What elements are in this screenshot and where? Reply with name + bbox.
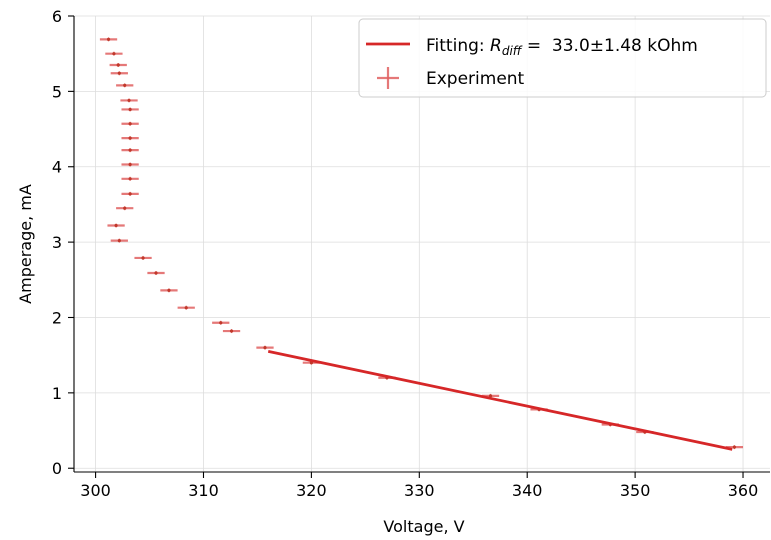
y-tick-label: 4 [52,158,62,177]
y-tick-label: 0 [52,459,62,478]
y-tick-label: 1 [52,384,62,403]
experiment-point [121,176,139,181]
y-tick-label: 5 [52,82,62,101]
y-tick-label: 2 [52,308,62,327]
legend-experiment-swatch [377,67,399,89]
experiment-point [121,162,139,167]
experiment-point [160,288,178,293]
experiment-point [212,320,230,325]
experiment-point [110,71,128,76]
experiment-point [110,238,128,243]
x-tick-label: 330 [404,481,435,500]
experiment-point [116,83,134,88]
experiment-point [256,345,274,350]
experiment-point [725,445,744,450]
ticks: 300 310 320 330 340 350 360 0 1 2 3 4 5 6 [52,7,758,500]
experiment-point [147,271,165,276]
experiment-point [177,305,195,310]
experiment-point [121,148,139,153]
y-tick-label: 3 [52,233,62,252]
experiment-point [134,255,152,260]
x-tick-label: 320 [296,481,327,500]
experiment-point [116,206,134,211]
experiment-point [121,191,139,196]
legend-box [358,18,767,98]
experiment-point [120,98,138,103]
experiment-point [99,37,118,42]
x-tick-label: 350 [620,481,651,500]
legend: Fitting: Rdiff = 33.0±1.48 kOhm Experime… [358,18,767,98]
experiment-point [105,51,123,56]
legend-experiment-label: Experiment [426,69,525,89]
plot-data [99,37,744,451]
experiment-point [107,223,125,228]
axes [73,16,770,473]
x-tick-label: 300 [80,481,111,500]
experiment-point [109,62,127,67]
x-tick-label: 340 [512,481,543,500]
experiment-point [121,136,139,141]
y-axis-label: Amperage, mA [16,184,35,304]
x-tick-label: 360 [728,481,759,500]
fitting-line [267,350,733,451]
experiment-point [121,121,139,126]
experiment-point [121,107,139,112]
y-tick-label: 6 [52,7,62,26]
experiment-point [222,329,241,334]
legend-fitting-label: Fitting: Rdiff = 33.0±1.48 kOhm [426,36,698,58]
x-axis-label: Voltage, V [383,517,464,536]
x-tick-label: 310 [188,481,219,500]
